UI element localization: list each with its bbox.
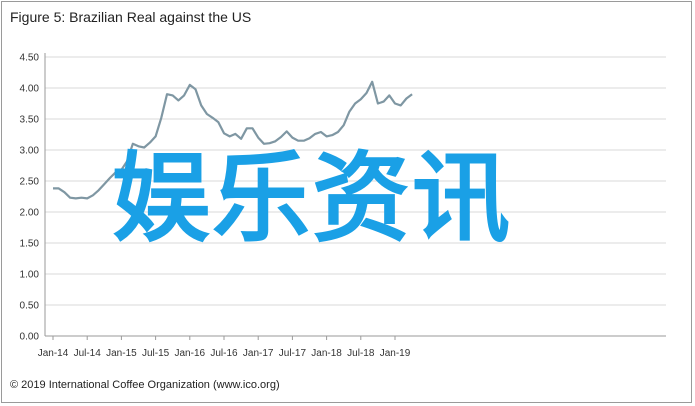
y-tick-label: 2.50 bbox=[20, 177, 40, 188]
figure-title: Figure 5: Brazilian Real against the US bbox=[10, 9, 252, 25]
y-axis: 0.00 0.50 1.00 1.50 2.00 2.50 3.00 3.50 4.00 4.50 bbox=[20, 53, 46, 343]
y-tick-label: 1.00 bbox=[20, 270, 40, 281]
y-tick-label: 4.00 bbox=[20, 84, 40, 95]
x-axis: Jan-14 Jul-14 Jan-15 Jul-15 Jan-16 Jul-16 Jan-… bbox=[38, 335, 666, 359]
x-tick-label: Jan-17 bbox=[243, 348, 274, 359]
x-tick-label: Jan-18 bbox=[311, 348, 342, 359]
y-tick-label: 2.00 bbox=[20, 208, 40, 219]
x-tick-label: Jan-15 bbox=[106, 348, 137, 359]
x-tick-label: Jan-14 bbox=[38, 348, 69, 359]
footer-credit: © 2019 International Coffee Organization… bbox=[10, 379, 280, 391]
x-tick-label: Jul-17 bbox=[279, 348, 307, 359]
gridlines bbox=[45, 56, 666, 306]
x-tick-label: Jul-14 bbox=[74, 348, 102, 359]
x-tick-label: Jan-16 bbox=[175, 348, 206, 359]
plot-area bbox=[52, 80, 413, 200]
y-tick-label: 3.50 bbox=[20, 115, 40, 126]
series-line bbox=[53, 80, 413, 200]
x-tick-label: Jul-15 bbox=[142, 348, 170, 359]
watermark-overlay: 娱乐资讯 bbox=[112, 142, 513, 256]
y-tick-label: 3.00 bbox=[20, 146, 40, 157]
x-tick-label: Jul-16 bbox=[210, 348, 238, 359]
x-tick-label: Jul-18 bbox=[347, 348, 375, 359]
y-tick-label: 0.50 bbox=[20, 301, 40, 312]
x-tick-label: Jan-19 bbox=[380, 348, 411, 359]
y-tick-label: 1.50 bbox=[20, 239, 40, 250]
y-tick-label: 4.50 bbox=[20, 53, 40, 64]
y-tick-label: 0.00 bbox=[20, 332, 40, 343]
